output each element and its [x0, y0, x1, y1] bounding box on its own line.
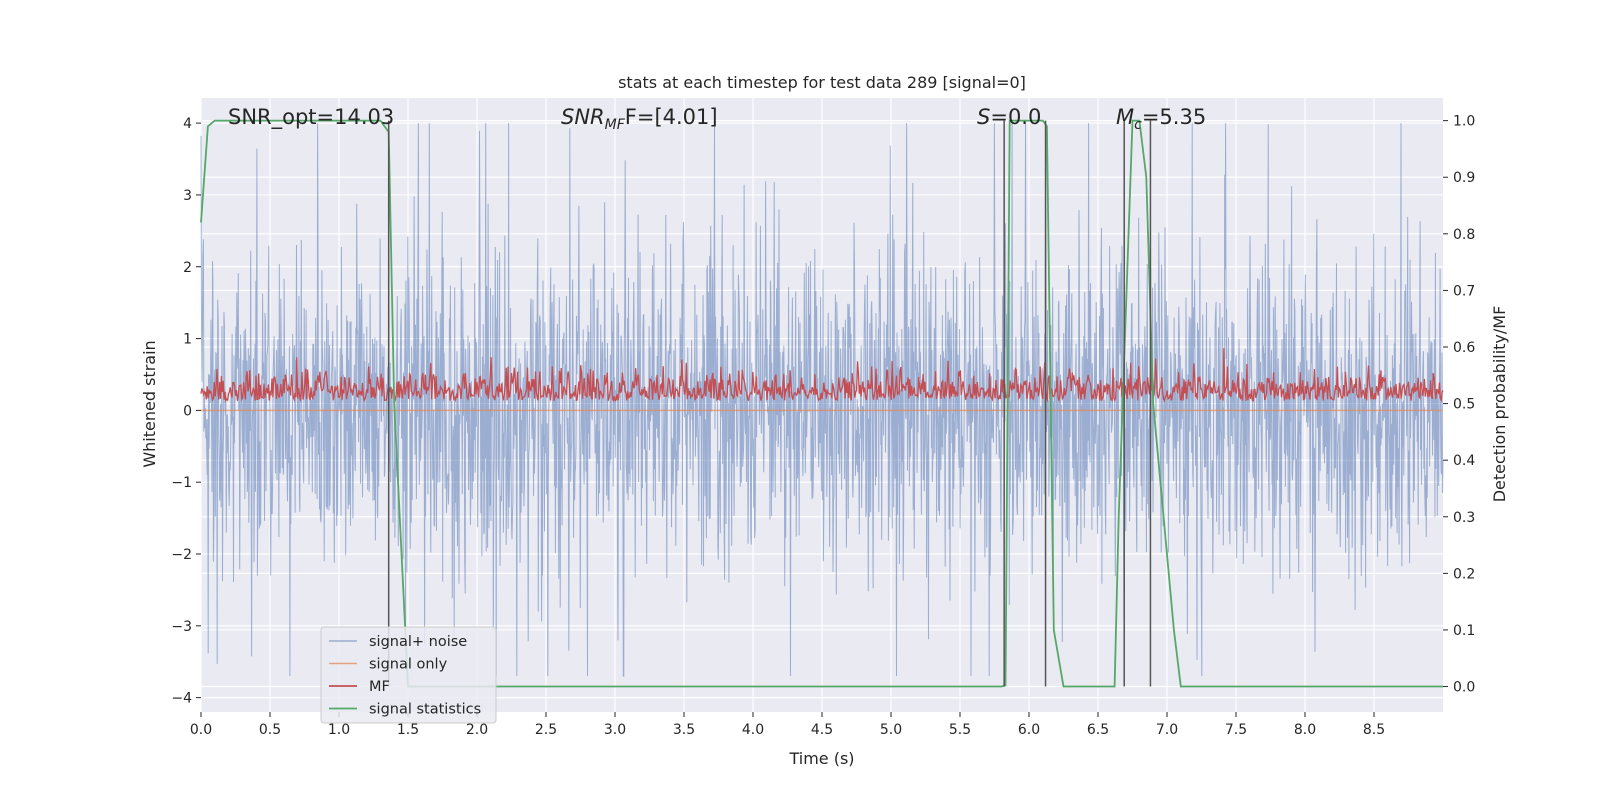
y-tick-label: −4 — [171, 691, 192, 707]
x-tick-label: 4.0 — [742, 722, 764, 738]
x-tick-label: 1.0 — [328, 722, 350, 738]
annotation-snr-opt: SNR_opt=14.03 — [228, 105, 394, 130]
y2-tick-label: 0.3 — [1453, 510, 1475, 526]
legend-label: signal statistics — [369, 702, 481, 718]
annotation-s: S=0.0 — [977, 105, 1041, 129]
series-signal-statistics — [200, 119, 1443, 688]
chart-title: stats at each timestep for test data 289… — [618, 73, 1026, 92]
legend-box — [320, 626, 497, 724]
annotation-snr-mf-sub: MF — [605, 117, 626, 133]
y2-axis-label: Detection probability/MF — [1490, 306, 1509, 503]
y-tick-label: −2 — [171, 547, 192, 563]
series-mf — [200, 348, 1444, 403]
annotation-snr-mf-main: SNR — [561, 105, 605, 129]
y-tick-label: −3 — [171, 619, 192, 635]
annotation-s-main: S — [977, 105, 990, 129]
y2-tick-label: 0.6 — [1453, 340, 1475, 356]
x-tick-label: 6.5 — [1087, 722, 1109, 738]
x-tick-label: 3.0 — [604, 722, 626, 738]
x-tick-label: 5.0 — [880, 722, 902, 738]
axes: 0.0 0.5 1.0 1.5 2.0 2.5 3.0 3.5 4.0 4.5 5.0 5.5 6.0 6… — [171, 114, 1475, 738]
x-tick-label: 7.5 — [1225, 722, 1247, 738]
annotation-mc: Mc=5.35 — [1116, 105, 1206, 133]
x-tick-label: 1.5 — [397, 722, 419, 738]
x-tick-label: 0.0 — [190, 722, 212, 738]
x-tick-label: 4.5 — [811, 722, 833, 738]
annotation-s-value: =0.0 — [990, 105, 1041, 129]
x-tick-label: 0.5 — [259, 722, 281, 738]
x-tick-label: 8.5 — [1363, 722, 1385, 738]
legend-label: signal only — [369, 657, 448, 673]
legend: signal+ noise signal only MF signal statist… — [320, 626, 497, 724]
x-tick-label: 7.0 — [1156, 722, 1178, 738]
y2-tick-label: 0.4 — [1453, 453, 1475, 469]
annotation-mc-sub: c — [1134, 117, 1142, 133]
annotation-snr-mf: SNRMFF=[4.01] — [561, 105, 718, 133]
annotation-snr-mf-value: F=[4.01] — [625, 105, 718, 129]
y2-tick-label: 0.1 — [1453, 623, 1475, 639]
y-axis-label: Whitened strain — [140, 340, 159, 467]
vertical-lines — [387, 120, 1152, 687]
x-tick-label: 2.0 — [466, 722, 488, 738]
y2-tick-label: 0.2 — [1453, 566, 1475, 582]
annotation-mc-value: =5.35 — [1142, 105, 1206, 129]
x-axis-label: Time (s) — [788, 749, 854, 768]
y2-tick-label: 0.8 — [1453, 227, 1475, 243]
y-tick-label: 3 — [183, 188, 192, 204]
y2-tick-label: 0.9 — [1453, 170, 1475, 186]
x-tick-label: 3.5 — [673, 722, 695, 738]
x-tick-label: 2.5 — [535, 722, 557, 738]
y2-tick-label: 0.7 — [1453, 283, 1475, 299]
y2-tick-label: 0.0 — [1453, 680, 1475, 696]
y2-tick-label: 0.5 — [1453, 397, 1475, 413]
legend-label: signal+ noise — [369, 634, 467, 650]
series-group — [200, 119, 1444, 688]
x-tick-label: 5.5 — [949, 722, 971, 738]
y-tick-label: 4 — [183, 116, 192, 132]
annotation-mc-main: M — [1116, 105, 1134, 129]
x-tick-label: 6.0 — [1018, 722, 1040, 738]
x-tick-label: 8.0 — [1294, 722, 1316, 738]
series-signal-noise — [200, 123, 1444, 677]
legend-label: MF — [369, 679, 390, 695]
y-tick-label: −1 — [171, 475, 192, 491]
y-tick-label: 1 — [183, 332, 192, 348]
y-tick-label: 2 — [183, 260, 192, 276]
y2-tick-label: 1.0 — [1453, 114, 1475, 130]
y-tick-label: 0 — [183, 403, 192, 419]
